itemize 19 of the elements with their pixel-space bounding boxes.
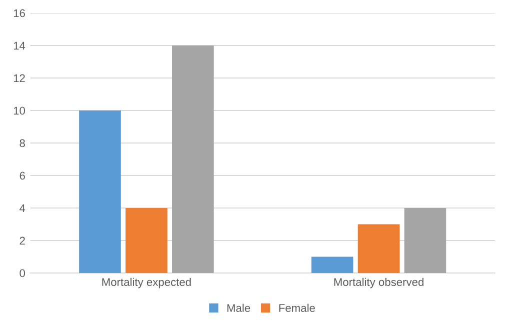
x-tick-label: Mortality expected <box>102 278 191 288</box>
bar <box>172 46 214 273</box>
y-tick-label: 0 <box>20 269 26 278</box>
bar <box>311 256 354 273</box>
legend-label: Male <box>227 304 250 312</box>
bar <box>79 110 121 273</box>
y-tick-label: 12 <box>14 74 25 82</box>
bar <box>404 208 446 273</box>
x-tick-label: Mortality observed <box>334 278 424 288</box>
bar <box>126 208 168 273</box>
y-tick-label: 10 <box>14 106 26 115</box>
y-tick-label: 2 <box>20 236 25 245</box>
y-tick-label: 4 <box>20 204 26 212</box>
y-tick-label: 8 <box>20 139 25 148</box>
y-tick-label: 14 <box>14 42 26 50</box>
legend-label: Female <box>279 304 315 312</box>
y-tick-label: 6 <box>20 172 25 180</box>
bar <box>358 224 400 273</box>
y-tick-label: 16 <box>14 9 25 18</box>
